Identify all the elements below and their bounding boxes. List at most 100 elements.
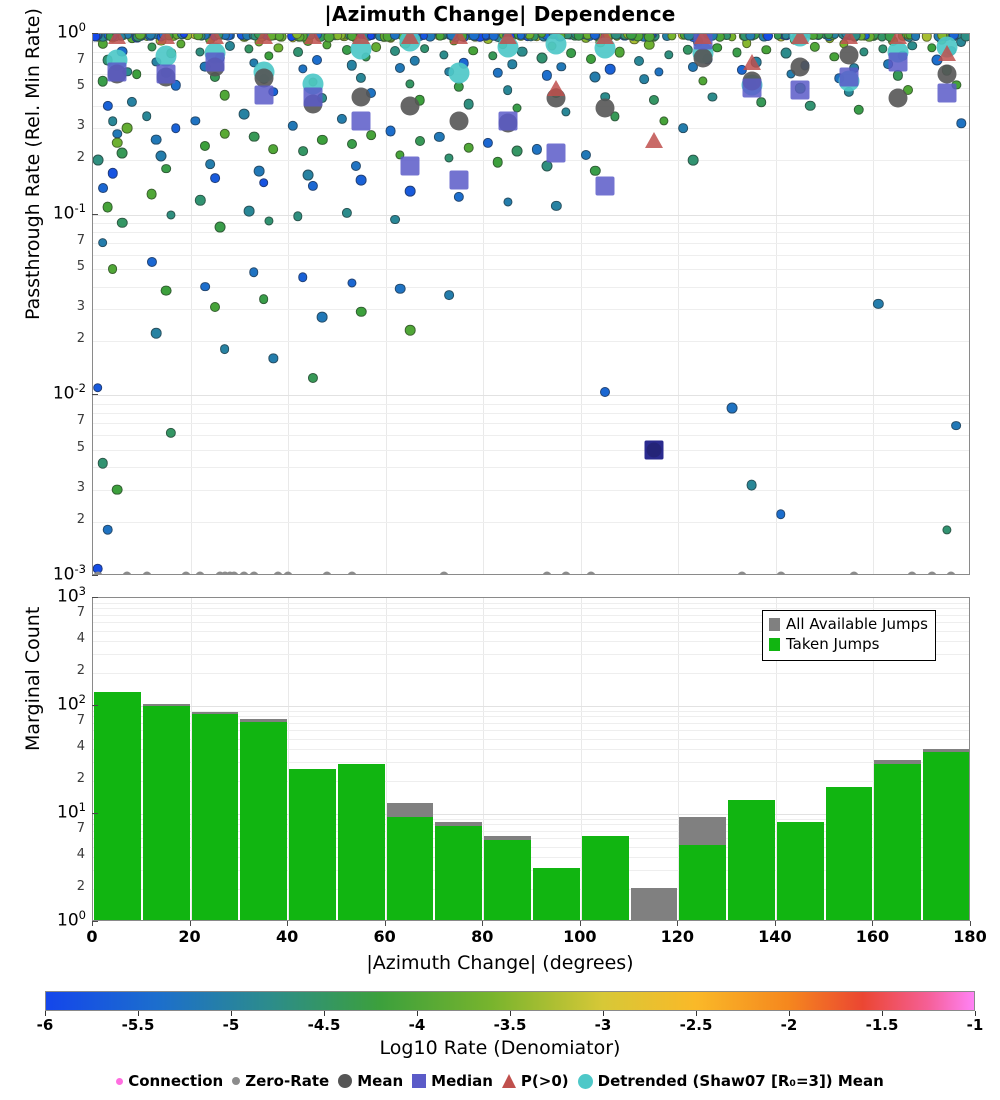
x-tick-label: 40 — [276, 927, 298, 946]
zero-rate-marker — [123, 572, 132, 575]
x-tick-label: 20 — [178, 927, 200, 946]
histogram-bar[interactable] — [435, 598, 482, 920]
median-marker — [303, 87, 322, 106]
p-gt-zero-marker — [255, 34, 273, 44]
median-marker — [401, 157, 420, 176]
p-gt-zero-marker — [499, 34, 517, 44]
scatter-point — [436, 34, 445, 41]
median-marker — [791, 80, 810, 99]
scatter-point — [727, 403, 738, 414]
histogram-bar[interactable] — [192, 598, 239, 920]
scatter-point — [713, 43, 723, 53]
gridline-horizontal-minor — [93, 413, 969, 414]
x-tick-label: 120 — [661, 927, 694, 946]
zero-rate-marker — [274, 572, 283, 575]
scatter-point — [859, 47, 868, 56]
p-gt-zero-marker — [938, 45, 956, 61]
scatter-point — [249, 131, 260, 142]
gridline-horizontal-minor — [93, 522, 969, 523]
gridline-vertical — [678, 34, 679, 574]
scatter-point — [434, 132, 444, 142]
zero-rate-marker — [776, 572, 785, 575]
mean-marker — [646, 442, 661, 457]
scatter-point — [942, 525, 951, 534]
scatter-panel[interactable] — [92, 33, 970, 575]
scatter-point — [196, 47, 205, 56]
histogram-bar[interactable] — [631, 598, 678, 920]
scatter-point — [634, 56, 644, 66]
y-tickmark-bottom — [92, 597, 98, 598]
y-tick-major-top: 10-2 — [53, 381, 86, 404]
scatter-point — [337, 114, 347, 124]
p-gt-zero-marker — [840, 34, 858, 44]
scatter-point — [210, 302, 220, 312]
histogram-bar[interactable] — [582, 598, 629, 920]
scatter-point — [356, 307, 367, 318]
y-tick-minor-top: 5 — [77, 259, 85, 274]
histogram-bar[interactable] — [240, 598, 287, 920]
scatter-point — [351, 161, 361, 171]
scatter-point — [405, 79, 414, 88]
scatter-point — [210, 173, 220, 183]
scatter-point — [873, 299, 883, 309]
colorbar[interactable] — [45, 991, 975, 1011]
histogram-bar[interactable] — [484, 598, 531, 920]
scatter-point — [512, 146, 523, 157]
scatter-point — [405, 325, 416, 336]
bar-taken — [679, 845, 726, 920]
scatter-point — [614, 47, 625, 58]
bar-taken — [728, 800, 775, 920]
p-gt-zero-marker — [694, 34, 712, 44]
colorbar-tick-label: -6 — [37, 1016, 54, 1034]
marker-legend-entry: Detrended (Shaw07 [R₀=3]) Mean — [578, 1072, 884, 1090]
median-icon — [412, 1074, 426, 1088]
histogram-bar[interactable] — [94, 598, 141, 920]
bar-taken — [923, 752, 969, 920]
scatter-point — [302, 170, 313, 181]
scatter-point — [259, 294, 269, 304]
bar-taken — [387, 817, 434, 920]
scatter-point — [195, 195, 205, 205]
marker-legend-label: Zero-Rate — [245, 1072, 329, 1090]
scatter-point — [562, 107, 571, 116]
colorbar-tick-label: -5 — [223, 1016, 240, 1034]
histogram-bar[interactable] — [143, 598, 190, 920]
scatter-point — [483, 138, 493, 148]
scatter-point — [454, 192, 464, 202]
x-tick-label: 180 — [953, 927, 986, 946]
scatter-point — [176, 39, 185, 48]
scatter-point — [191, 116, 200, 125]
x-tickmark — [482, 921, 483, 926]
x-tick-label: 80 — [471, 927, 493, 946]
y-tick-minor-bottom: 2 — [77, 663, 85, 678]
scatter-point — [239, 109, 250, 120]
all-jumps-swatch — [769, 618, 780, 631]
x-tick-label: 100 — [563, 927, 596, 946]
histogram-bar[interactable] — [289, 598, 336, 920]
histogram-bar[interactable] — [387, 598, 434, 920]
scatter-point — [307, 373, 317, 383]
median-marker — [108, 62, 127, 81]
colorbar-tick-label: -2 — [781, 1016, 798, 1034]
scatter-point — [542, 70, 552, 80]
gridline-horizontal-minor — [93, 450, 969, 451]
gridline-horizontal-minor — [93, 243, 969, 244]
histogram-bar[interactable] — [338, 598, 385, 920]
scatter-point — [312, 55, 322, 65]
bottom-panel-ylabel: Marginal Count — [22, 607, 44, 751]
y-tickmark-top — [92, 575, 98, 576]
scatter-point — [951, 421, 961, 431]
zero-rate-marker — [347, 572, 356, 575]
legend-item: Taken Jumps — [769, 635, 928, 655]
legend-item-label: All Available Jumps — [786, 615, 928, 635]
scatter-point — [151, 134, 162, 145]
scatter-point — [445, 154, 454, 163]
histogram-bar[interactable] — [679, 598, 726, 920]
y-tick-minor-top: 5 — [77, 440, 85, 455]
scatter-point — [264, 51, 273, 60]
y-tick-minor-top: 7 — [77, 413, 85, 428]
scatter-point — [708, 92, 717, 101]
histogram-bar[interactable] — [533, 598, 580, 920]
scatter-point — [410, 56, 421, 67]
y-tick-major-bottom: 100 — [57, 908, 86, 931]
